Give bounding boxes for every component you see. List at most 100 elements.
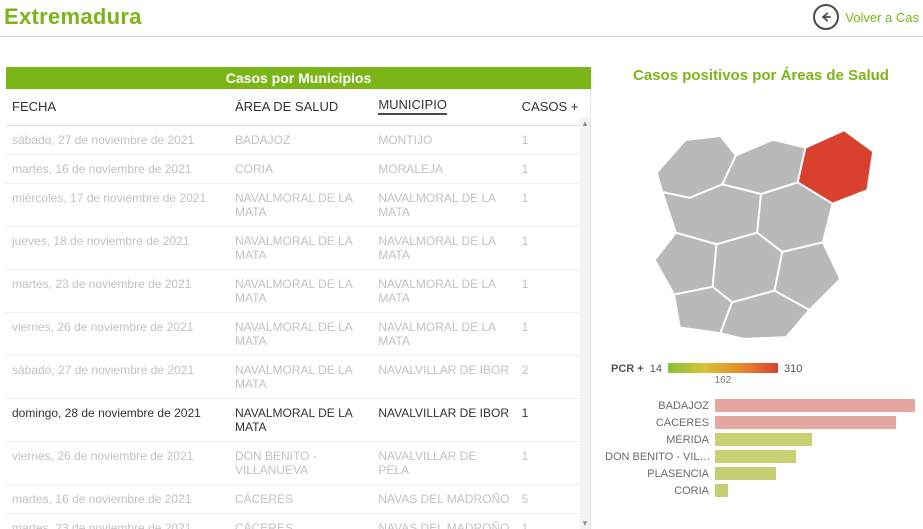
hbar-track [715,484,915,497]
hbar-label: MÉRIDA [605,434,715,446]
table-wrap: FECHA ÁREA DE SALUD MUNICIPIO CASOS + sá… [6,89,591,529]
table-row[interactable]: sábado, 27 de noviembre de 2021NAVALMORA… [6,356,590,399]
hbar-label: BADAJOZ [605,400,715,412]
hbar-track [715,450,915,463]
map-region[interactable] [655,232,717,294]
hbar-track [715,467,915,480]
map-panel: Casos positivos por Áreas de Salud [605,67,917,529]
hbar-row[interactable]: BADAJOZ [605,397,915,414]
table-row[interactable]: viernes, 26 de noviembre de 2021NAVALMOR… [6,313,590,356]
hbar-fill [715,416,896,429]
hbar-track [715,433,915,446]
table-row[interactable]: jueves, 18 de noviembre de 2021NAVALMORA… [6,227,590,270]
hbar-label: DON BENITO - VIL… [605,451,715,463]
hbar-track [715,399,915,412]
cell-area: NAVALMORAL DE LA MATA [229,227,372,270]
cell-casos: 2 [516,356,590,399]
extremadura-map-svg [616,93,906,353]
table-row[interactable]: martes, 16 de noviembre de 2021CÁCERESNA… [6,485,590,514]
cell-fecha: sábado, 27 de noviembre de 2021 [6,126,229,155]
table-header-row: FECHA ÁREA DE SALUD MUNICIPIO CASOS + [6,89,590,126]
cell-fecha: miércoles, 17 de noviembre de 2021 [6,184,229,227]
hbar-row[interactable]: DON BENITO - VIL… [605,448,915,465]
scrollbar[interactable]: ▴ ▾ [580,117,590,529]
cell-municipio: NAVALVILLAR DE PELA [372,442,515,485]
scroll-up-icon[interactable]: ▴ [580,117,590,129]
cell-municipio: NAVAS DEL MADROÑO [372,514,515,529]
cell-municipio: MONTIJO [372,126,515,155]
cell-casos: 1 [516,184,590,227]
hbar-fill [715,467,776,480]
back-link[interactable]: Volver a Cas [813,4,919,30]
cell-casos: 1 [516,126,590,155]
cell-area: NAVALMORAL DE LA MATA [229,270,372,313]
hbar-chart: BADAJOZ CÁCERES MÉRIDA DON BENITO - VIL… PLA… [605,397,917,499]
table-row[interactable]: martes, 23 de noviembre de 2021NAVALMORA… [6,270,590,313]
cell-fecha: martes, 23 de noviembre de 2021 [6,270,229,313]
legend-min: 14 [650,363,662,375]
cell-municipio: NAVALMORAL DE LA MATA [372,227,515,270]
table-row[interactable]: viernes, 26 de noviembre de 2021DON BENI… [6,442,590,485]
hbar-row[interactable]: CÁCERES [605,414,915,431]
col-fecha[interactable]: FECHA [6,89,229,126]
scroll-down-icon[interactable]: ▾ [580,517,590,529]
col-casos[interactable]: CASOS + [516,89,590,126]
cell-casos: 5 [516,485,590,514]
cell-area: DON BENITO - VILLANUEVA [229,442,372,485]
legend: PCR + 14 162 310 [605,363,917,375]
hbar-row[interactable]: MÉRIDA [605,431,915,448]
hbar-fill [715,433,812,446]
hbar-label: CÁCERES [605,417,715,429]
table-row[interactable]: miércoles, 17 de noviembre de 2021NAVALM… [6,184,590,227]
cell-municipio: NAVALMORAL DE LA MATA [372,270,515,313]
cell-area: CÁCERES [229,485,372,514]
cell-fecha: martes, 23 de noviembre de 2021 [6,514,229,529]
hbar-label: PLASENCIA [605,468,715,480]
hbar-fill [715,484,728,497]
cell-fecha: domingo, 28 de noviembre de 2021 [6,399,229,442]
col-area[interactable]: ÁREA DE SALUD [229,89,372,126]
cell-area: NAVALMORAL DE LA MATA [229,313,372,356]
cell-fecha: martes, 16 de noviembre de 2021 [6,485,229,514]
cell-municipio: NAVALVILLAR DE IBOR [372,356,515,399]
table-row[interactable]: sábado, 27 de noviembre de 2021BADAJOZMO… [6,126,590,155]
header: Extremadura Volver a Cas [0,0,923,37]
cell-municipio: NAVALVILLAR DE IBOR [372,399,515,442]
table-row[interactable]: domingo, 28 de noviembre de 2021NAVALMOR… [6,399,590,442]
legend-max: 310 [784,363,802,375]
cell-fecha: sábado, 27 de noviembre de 2021 [6,356,229,399]
legend-mid: 162 [715,375,732,386]
cases-table: FECHA ÁREA DE SALUD MUNICIPIO CASOS + sá… [6,89,590,529]
cell-municipio: NAVALMORAL DE LA MATA [372,184,515,227]
cell-municipio: MORALEJA [372,155,515,184]
legend-gradient: 162 [668,363,778,373]
col-municipio[interactable]: MUNICIPIO [372,89,515,126]
hbar-row[interactable]: PLASENCIA [605,465,915,482]
cell-area: CORIA [229,155,372,184]
cell-area: NAVALMORAL DE LA MATA [229,356,372,399]
cell-casos: 1 [516,270,590,313]
map-title: Casos positivos por Áreas de Salud [605,67,917,84]
cell-fecha: viernes, 26 de noviembre de 2021 [6,442,229,485]
cell-casos: 1 [516,227,590,270]
hbar-label: CORIA [605,485,715,497]
cell-area: NAVALMORAL DE LA MATA [229,399,372,442]
cell-casos: 1 [516,514,590,529]
cell-area: NAVALMORAL DE LA MATA [229,184,372,227]
cell-casos: 1 [516,313,590,356]
cell-municipio: NAVAS DEL MADROÑO [372,485,515,514]
map[interactable] [605,90,917,355]
hbar-track [715,416,915,429]
legend-label: PCR + [611,363,644,375]
table-row[interactable]: martes, 23 de noviembre de 2021CÁCERESNA… [6,514,590,529]
table-row[interactable]: martes, 16 de noviembre de 2021CORIAMORA… [6,155,590,184]
hbar-fill [715,450,796,463]
page-title: Extremadura [4,4,142,30]
cell-area: BADAJOZ [229,126,372,155]
cell-casos: 1 [516,155,590,184]
hbar-fill [715,399,915,412]
table-panel: Casos por Municipios FECHA ÁREA DE SALUD… [6,67,591,529]
cell-casos: 1 [516,442,590,485]
cell-area: CÁCERES [229,514,372,529]
hbar-row[interactable]: CORIA [605,482,915,499]
